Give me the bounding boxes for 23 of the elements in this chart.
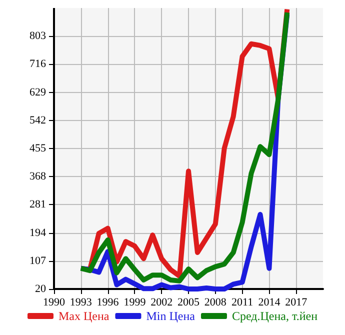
x-tick-label: 2017 [285,296,308,308]
x-tick-label: 1990 [43,296,66,308]
legend-label: Min Цена [146,309,196,323]
legend-label: Max Цена [58,309,110,323]
y-tick-label: 107 [30,254,46,267]
x-tick-label: 2014 [258,296,281,308]
x-tick-label: 1996 [96,296,120,308]
x-tick-label: 2005 [178,296,200,308]
y-tick-label: 542 [30,114,46,126]
y-tick-label: 716 [30,58,46,70]
y-tick-label: 803 [30,30,46,42]
y-tick-label: 629 [30,86,46,98]
y-tick-label: 455 [30,142,46,154]
x-tick-label: 2011 [232,296,254,308]
y-tick-label: 368 [30,170,46,183]
y-tick-label: 194 [30,226,46,239]
x-tick-label: 2008 [204,296,227,308]
y-tick-label: 20 [35,283,46,295]
y-tick-label: 281 [30,198,46,211]
x-tick-label: 2002 [150,296,173,308]
legend-label: Сред.Цена, т.йен [232,309,318,323]
x-tick-label: 1999 [124,296,146,308]
x-tick-label: 1993 [70,296,92,308]
